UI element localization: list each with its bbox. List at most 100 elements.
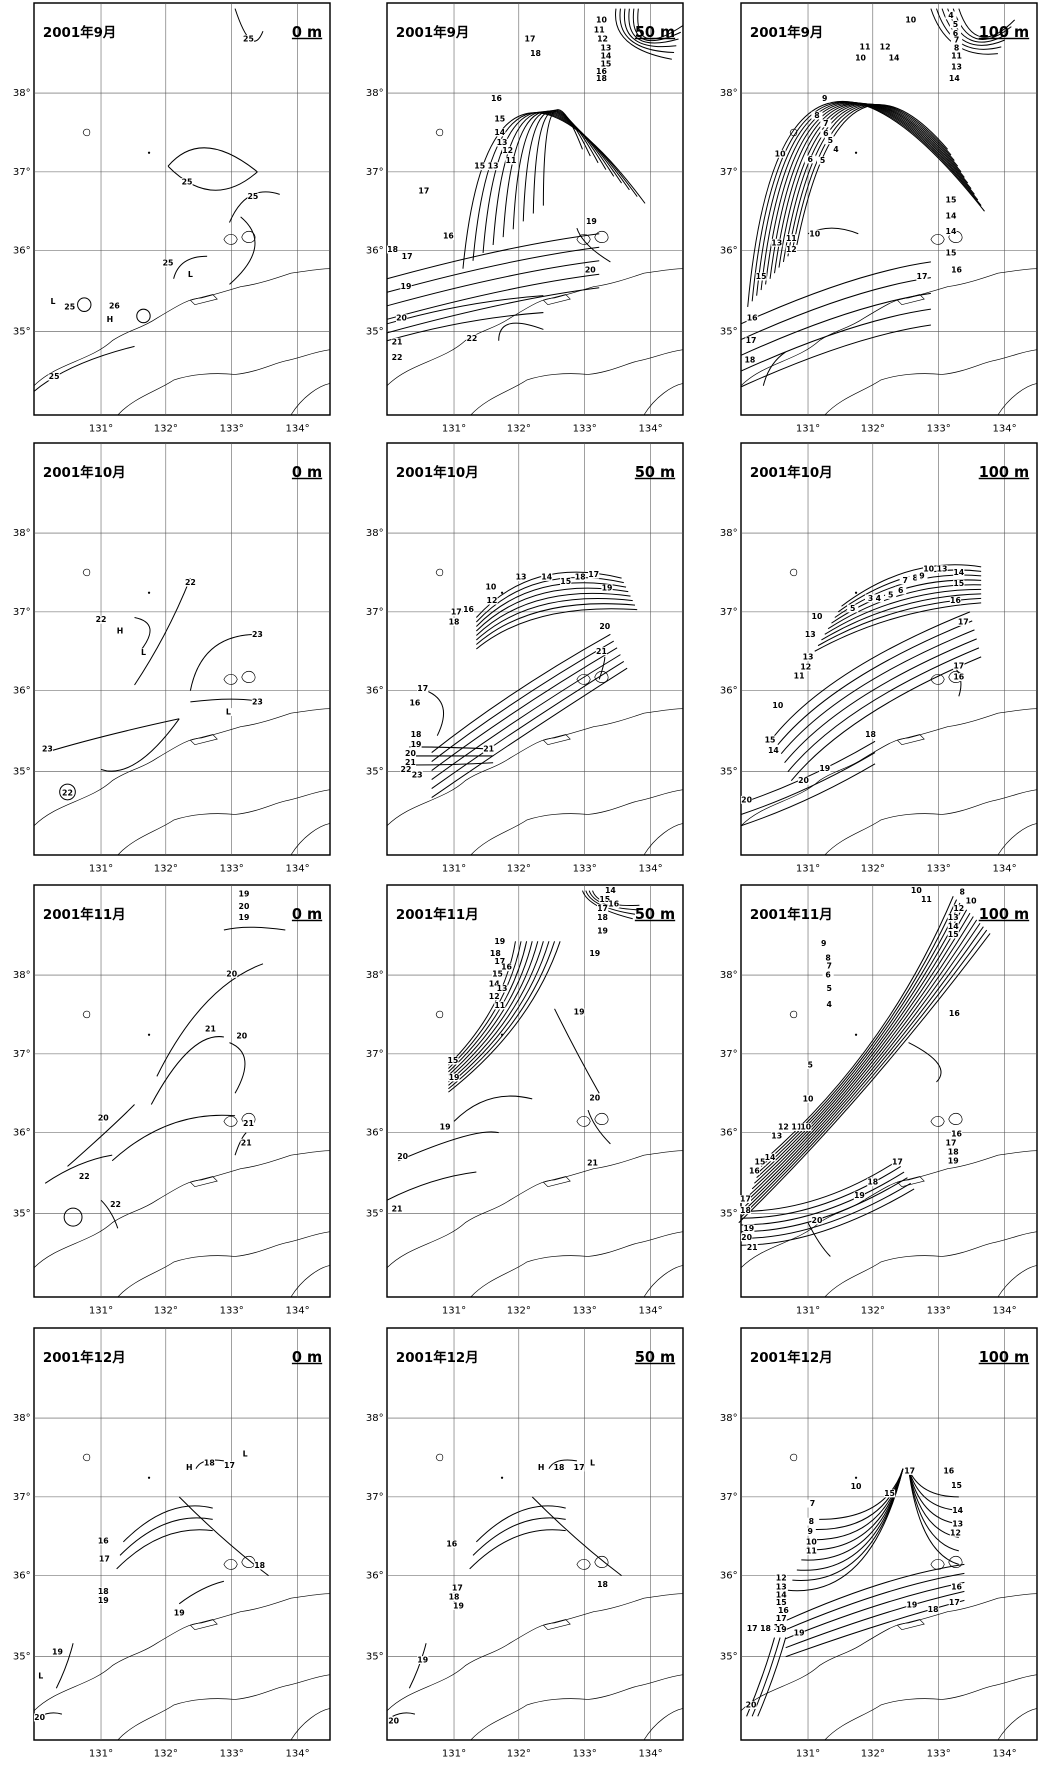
lat-label: 37° <box>13 1492 31 1503</box>
contour-label: 4 <box>876 594 882 603</box>
contour-label: 19 <box>98 1596 109 1605</box>
contour-label: 20 <box>798 776 809 785</box>
contour-label: 18 <box>865 730 876 739</box>
contour-label: 15 <box>492 969 503 978</box>
lon-label: 133° <box>220 863 244 874</box>
contour-label: 17 <box>740 1195 751 1204</box>
contour-label: 15 <box>494 114 505 123</box>
contour-label: 23 <box>42 745 53 754</box>
contour-label: 18 <box>204 1459 215 1468</box>
contour-label: 5 <box>828 136 833 145</box>
lon-label: 133° <box>573 863 597 874</box>
lon-label: 131° <box>442 1748 466 1759</box>
lat-label: 38° <box>13 970 31 981</box>
lon-label: 132° <box>507 863 531 874</box>
contour-label: 17 <box>418 186 429 195</box>
contour-label: 20 <box>746 1701 757 1710</box>
lon-label: 134° <box>993 863 1017 874</box>
island <box>148 1034 150 1036</box>
lon-label: 132° <box>507 1748 531 1759</box>
contour-label: 14 <box>765 1153 776 1162</box>
island <box>855 1477 857 1479</box>
depth-label: 50 m <box>635 24 675 41</box>
contour-label: 17 <box>597 904 608 913</box>
lon-label: 134° <box>286 1305 310 1316</box>
lon-label: 131° <box>796 423 820 434</box>
contour-label: 22 <box>79 1172 90 1181</box>
lat-label: 36° <box>720 1571 738 1582</box>
map-panel: 2222HL2323L23222001年10月0 m38°37°36°35°13… <box>13 443 330 875</box>
contour-label: 9 <box>919 571 924 580</box>
lat-label: 38° <box>366 1413 384 1424</box>
contour-label: 16 <box>98 1536 109 1545</box>
contour-label: 12 <box>487 596 498 605</box>
island <box>148 592 150 594</box>
contour-label: 17 <box>904 1466 915 1475</box>
lat-label: 37° <box>13 607 31 618</box>
figure: 25252525LL2526H252001年9月0 m38°37°36°35°1… <box>0 0 1044 1769</box>
contour-label: 17 <box>402 252 413 261</box>
panel-frame <box>387 885 683 1297</box>
lat-label: 35° <box>720 1652 738 1663</box>
contour-label: 16 <box>951 1129 962 1138</box>
map-panel: 1716151015714813912101112131415161718191… <box>720 1328 1037 1760</box>
contour-label: 21 <box>241 1138 252 1147</box>
contour-label: 17 <box>588 570 599 579</box>
contour-label: 14 <box>953 568 964 577</box>
contour-label: 10 <box>966 896 977 905</box>
contour-label: 7 <box>810 1499 815 1508</box>
lat-label: 36° <box>366 1571 384 1582</box>
depth-label: 0 m <box>292 24 322 41</box>
lon-label: 133° <box>573 1305 597 1316</box>
depth-label: 100 m <box>979 1349 1029 1366</box>
depth-label: 0 m <box>292 464 322 481</box>
contour-label: 17 <box>99 1554 110 1563</box>
contour-label: 16 <box>949 1009 960 1018</box>
map-panel: 1210131415181719171618202117161819202122… <box>366 443 683 875</box>
contour-label: 12 <box>950 1528 961 1537</box>
contour-label: 19 <box>174 1608 185 1617</box>
contour-label: 20 <box>812 1216 823 1225</box>
contour-label: L <box>38 1671 43 1680</box>
contour-label: 20 <box>397 1152 408 1161</box>
contour-label: 18 <box>745 355 756 364</box>
contour-label: 12 <box>800 662 811 671</box>
contour-label: 10 <box>803 1094 814 1103</box>
lat-label: 35° <box>720 1209 738 1220</box>
contour-label: 15 <box>951 1481 962 1490</box>
contour-label: 17 <box>451 607 462 616</box>
contour-label: L <box>226 708 231 717</box>
map-panel: H1817L16171819181919L202001年12月0 m38°37°… <box>13 1328 330 1760</box>
lat-label: 35° <box>720 767 738 778</box>
panel-title: 2001年9月 <box>43 24 116 41</box>
lon-label: 134° <box>639 1748 663 1759</box>
lat-label: 38° <box>720 1413 738 1424</box>
contour-label: 19 <box>494 937 505 946</box>
contour-label: 11 <box>951 51 962 60</box>
lon-label: 132° <box>154 423 178 434</box>
contour-label: 11 <box>806 1546 817 1555</box>
lon-label: 132° <box>154 1748 178 1759</box>
depth-label: 50 m <box>635 464 675 481</box>
contour-label: L <box>590 1459 595 1468</box>
lon-label: 132° <box>154 1305 178 1316</box>
lat-label: 35° <box>366 1652 384 1663</box>
contour-label: 10 <box>596 15 607 24</box>
contour-label: 17 <box>417 684 428 693</box>
contour-label: 16 <box>608 900 619 909</box>
contour-label: 3 <box>868 594 873 603</box>
contour-label: 16 <box>951 265 962 274</box>
contour-label: 17 <box>525 35 536 44</box>
panel-title: 2001年11月 <box>750 906 833 923</box>
contour-label: 19 <box>401 282 412 291</box>
lon-label: 131° <box>442 1305 466 1316</box>
panel-title: 2001年11月 <box>43 906 126 923</box>
map-panel: 25252525LL2526H252001年9月0 m38°37°36°35°1… <box>13 3 330 435</box>
contour-label: 4 <box>833 145 839 154</box>
contour-label: 26 <box>109 301 120 310</box>
lon-label: 131° <box>89 1305 113 1316</box>
contour-label: 4 <box>948 11 954 20</box>
contour-label: 17 <box>917 272 928 281</box>
island <box>501 592 503 594</box>
